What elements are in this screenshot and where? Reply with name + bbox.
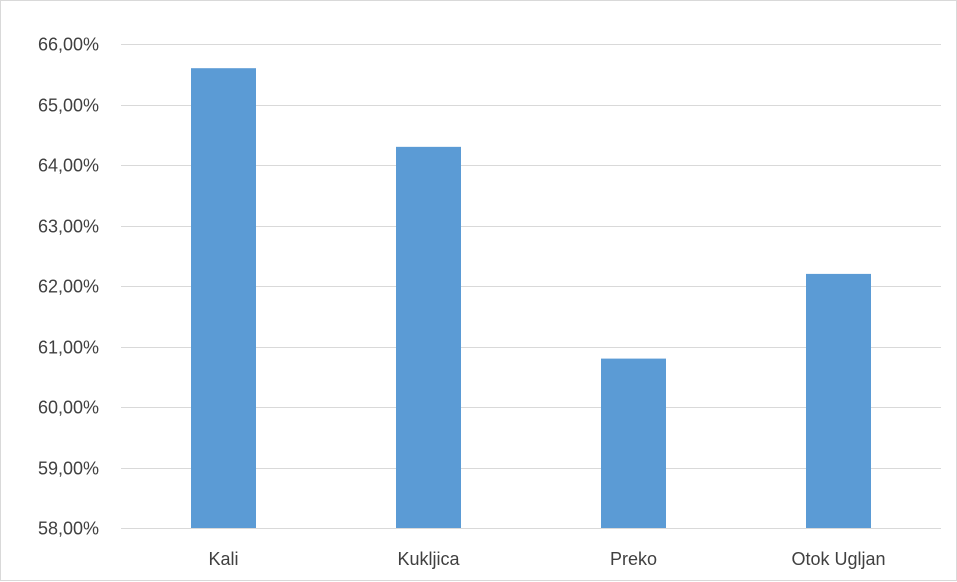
bars (191, 68, 871, 528)
y-tick-label: 60,00% (38, 398, 99, 418)
y-tick-label: 61,00% (38, 338, 99, 358)
x-tick-label: Kali (208, 549, 238, 569)
bar-kali (191, 68, 256, 528)
y-tick-label: 59,00% (38, 459, 99, 479)
y-tick-label: 63,00% (38, 217, 99, 237)
y-tick-label: 65,00% (38, 96, 99, 116)
bar-kukljica (396, 146, 461, 528)
y-axis-tick-labels: 58,00% 59,00% 60,00% 61,00% 62,00% 63,00% 64,0… (38, 35, 99, 539)
x-tick-label: Preko (610, 549, 657, 569)
gridlines (121, 44, 941, 529)
y-tick-label: 64,00% (38, 156, 99, 176)
bar-preko (601, 358, 666, 528)
y-tick-label: 62,00% (38, 277, 99, 297)
x-tick-label: Otok Ugljan (791, 549, 885, 569)
y-tick-label: 66,00% (38, 35, 99, 55)
x-tick-label: Kukljica (397, 549, 460, 569)
x-axis-tick-labels: Kali Kukljica Preko Otok Ugljan (208, 549, 885, 569)
y-tick-label: 58,00% (38, 519, 99, 539)
bar-otok-ugljan (806, 273, 871, 528)
